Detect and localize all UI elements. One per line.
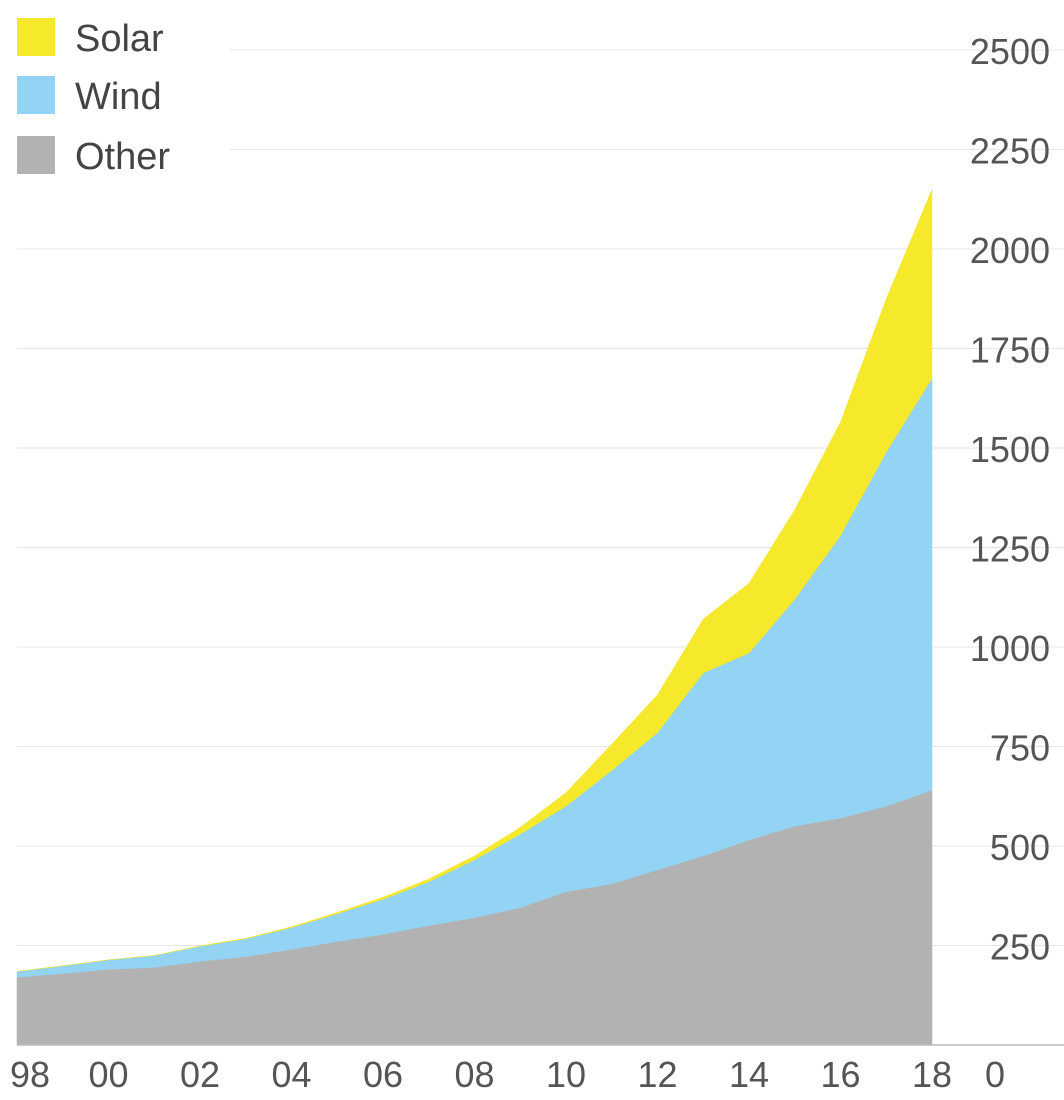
area-solar — [16, 189, 933, 972]
x-tick-label-14: 14 — [729, 1054, 769, 1095]
y-tick-label-500: 500 — [990, 827, 1050, 868]
x-tick-label-02: 02 — [180, 1054, 220, 1095]
x-axis-ticks: 98 00 02 04 06 08 10 12 14 16 18 — [10, 1054, 952, 1095]
x-tick-label-08: 08 — [454, 1054, 494, 1095]
legend-label-solar: Solar — [75, 18, 164, 60]
x-tick-label-00: 00 — [88, 1054, 128, 1095]
y-tick-label-2500: 2500 — [970, 31, 1050, 72]
gridlines — [17, 49, 1064, 946]
y-tick-label-750: 750 — [990, 728, 1050, 769]
legend-swatch-solar — [17, 18, 55, 56]
y-tick-label-1750: 1750 — [970, 330, 1050, 371]
legend-swatch-other — [17, 136, 55, 174]
y-tick-label-2000: 2000 — [970, 230, 1050, 271]
legend: Solar Wind Other — [17, 18, 170, 178]
area-series — [16, 189, 933, 1046]
x-tick-label-10: 10 — [546, 1054, 586, 1095]
x-tick-label-12: 12 — [637, 1054, 677, 1095]
y-tick-label-2250: 2250 — [970, 131, 1050, 172]
legend-label-other: Other — [75, 136, 170, 178]
x-tick-label-18: 18 — [912, 1054, 952, 1095]
y-axis-ticks: 0 250 500 750 1000 1250 1500 1750 2000 2250 2500 — [970, 31, 1050, 1095]
legend-swatch-wind — [17, 76, 55, 114]
x-tick-label-06: 06 — [363, 1054, 403, 1095]
x-tick-label-98: 98 — [10, 1054, 50, 1095]
y-tick-label-0: 0 — [985, 1054, 1005, 1095]
y-tick-label-1000: 1000 — [970, 628, 1050, 669]
legend-label-wind: Wind — [75, 76, 162, 118]
y-tick-label-1500: 1500 — [970, 429, 1050, 470]
y-tick-label-250: 250 — [990, 927, 1050, 968]
y-tick-label-1250: 1250 — [970, 529, 1050, 570]
x-tick-label-04: 04 — [271, 1054, 311, 1095]
x-tick-label-16: 16 — [820, 1054, 860, 1095]
